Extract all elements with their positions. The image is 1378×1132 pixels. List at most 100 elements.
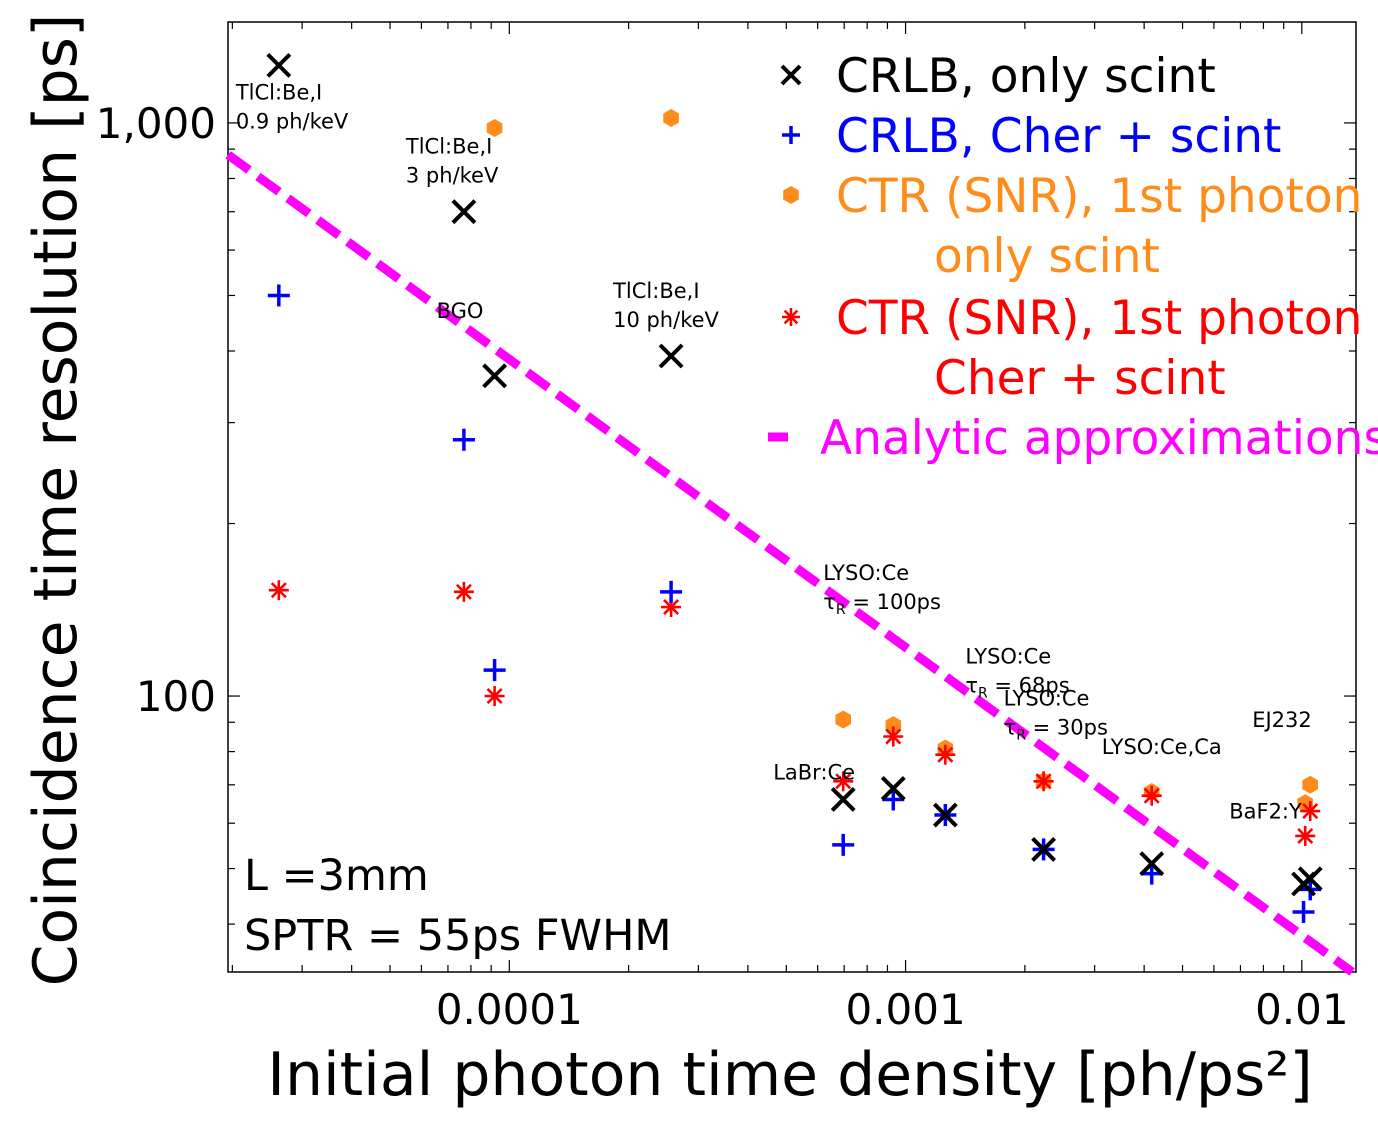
tau-value: = 68ps <box>988 673 1070 697</box>
y-tick-label: 100 <box>136 672 216 721</box>
marker-asterisk-stroke <box>1035 773 1052 790</box>
data-point <box>883 726 904 747</box>
marker-asterisk-stroke <box>835 773 852 790</box>
data-point <box>885 716 902 735</box>
data-point <box>1300 801 1321 822</box>
tau-value: = 30ps <box>1026 715 1108 739</box>
annotation: BaF2:Y <box>1229 799 1302 823</box>
data-point <box>932 802 958 828</box>
legend-label: CRLB, only scint <box>836 49 1216 104</box>
annotation-line: τR = 100ps <box>823 590 941 618</box>
annotation-line: 3 ph/keV <box>406 164 499 188</box>
marker-hexagon <box>1302 775 1318 794</box>
inset-text: L =3mm SPTR = 55ps FWHM <box>244 851 672 961</box>
tau-symbol: τ <box>965 673 978 697</box>
marker-x-stroke <box>780 64 802 86</box>
data-point <box>268 580 289 601</box>
legend-entry: CRLB, only scint <box>780 49 1216 104</box>
annotation-line: LYSO:Ce,Ca <box>1102 735 1222 759</box>
x-axis-ticks: 0.0001 0.001 0.01 <box>231 22 1349 1034</box>
annotation: TlCl:Be,I 10 ph/keV <box>612 279 719 332</box>
data-point <box>453 581 474 602</box>
marker-x-stroke <box>1139 851 1165 877</box>
tau-symbol: τ <box>1004 715 1017 739</box>
data-point <box>663 109 679 127</box>
data-point <box>832 833 855 856</box>
marker-asterisk-stroke <box>663 599 680 616</box>
marker-asterisk-stroke <box>486 688 503 705</box>
data-point <box>1141 785 1162 806</box>
annotation-line: LYSO:Ce <box>965 644 1051 668</box>
inset-line: L =3mm <box>244 851 429 901</box>
annotation-line: τR = 30ps <box>1004 715 1108 743</box>
series-asterisk <box>268 580 1321 846</box>
data-point <box>452 428 475 451</box>
data-point <box>1033 771 1054 792</box>
marker-asterisk-stroke <box>270 582 287 599</box>
marker-x-stroke <box>451 199 477 225</box>
marker-hexagon <box>885 716 902 735</box>
annotation-layer: TlCl:Be,I 0.9 ph/keV TlCl:Be,I 3 ph/keV BGO T… <box>235 80 1312 823</box>
x-tick-label: 0.01 <box>1255 985 1349 1034</box>
data-point <box>451 199 477 225</box>
annotation-line: τR = 68ps <box>965 673 1069 701</box>
data-point <box>1295 825 1316 846</box>
data-point <box>835 710 851 729</box>
legend-label: Analytic approximations <box>820 411 1378 466</box>
marker-x-stroke <box>880 775 906 801</box>
annotation-line: LYSO:Ce <box>823 561 909 585</box>
data-point <box>267 284 290 307</box>
data-point <box>658 343 684 369</box>
marker-hexagon <box>663 109 679 127</box>
annotation: EJ232 <box>1252 708 1312 732</box>
tau-symbol: τ <box>823 590 836 614</box>
marker-hexagon <box>835 710 851 729</box>
annotation-line: LaBr:Ce <box>773 761 855 785</box>
annotation: LYSO:Ce τR = 100ps <box>823 561 941 618</box>
data-point <box>1292 900 1315 923</box>
annotation-line: BGO <box>437 299 484 323</box>
annotation-line: TlCl:Be,I <box>612 279 699 303</box>
annotation-line: BaF2:Y <box>1229 799 1302 823</box>
marker-asterisk-stroke <box>885 728 902 745</box>
marker-x-stroke <box>482 363 508 389</box>
series-x <box>266 52 1323 897</box>
legend-entry: Analytic approximations <box>768 411 1378 466</box>
annotation: TlCl:Be,I 3 ph/keV <box>405 135 499 188</box>
marker-x-stroke <box>1031 837 1057 862</box>
marker-x-stroke <box>266 52 292 78</box>
marker-asterisk-stroke <box>1297 827 1314 844</box>
annotation-line: 0.9 ph/keV <box>236 109 349 133</box>
data-point <box>266 52 292 78</box>
tau-value: = 100ps <box>846 590 941 614</box>
annotation: TlCl:Be,I 0.9 ph/keV <box>235 80 349 133</box>
x-axis-title: Initial photon time density [ph/ps²] <box>267 1040 1313 1110</box>
annotation: LYSO:Ce τR = 68ps <box>965 644 1069 701</box>
data-point <box>661 597 682 618</box>
tau-subscript: R <box>978 685 988 701</box>
data-point <box>660 580 683 603</box>
y-axis-title: Coincidence time resolution [ps] <box>21 14 91 987</box>
marker-asterisk-stroke <box>937 746 954 763</box>
data-point <box>935 744 956 765</box>
data-point <box>1139 851 1165 877</box>
legend-label: Cher + scint <box>934 351 1226 406</box>
annotation: BGO <box>437 299 484 323</box>
plot-area <box>227 21 1357 973</box>
y-tick-label: 1,000 <box>96 99 216 148</box>
data-point <box>833 771 854 792</box>
marker-asterisk-stroke <box>1302 803 1319 820</box>
x-tick-label: 0.0001 <box>436 985 583 1034</box>
legend-label: CTR (SNR), 1st photon <box>836 291 1362 346</box>
marker-asterisk-stroke <box>1143 787 1160 804</box>
annotation-line: TlCl:Be,I <box>405 135 492 159</box>
legend-entry: CRLB, Cher + scint <box>782 109 1282 164</box>
annotation-line: 10 ph/keV <box>613 308 719 332</box>
tau-subscript: R <box>836 602 846 618</box>
annotation: LYSO:Ce τR = 30ps <box>1004 686 1108 743</box>
